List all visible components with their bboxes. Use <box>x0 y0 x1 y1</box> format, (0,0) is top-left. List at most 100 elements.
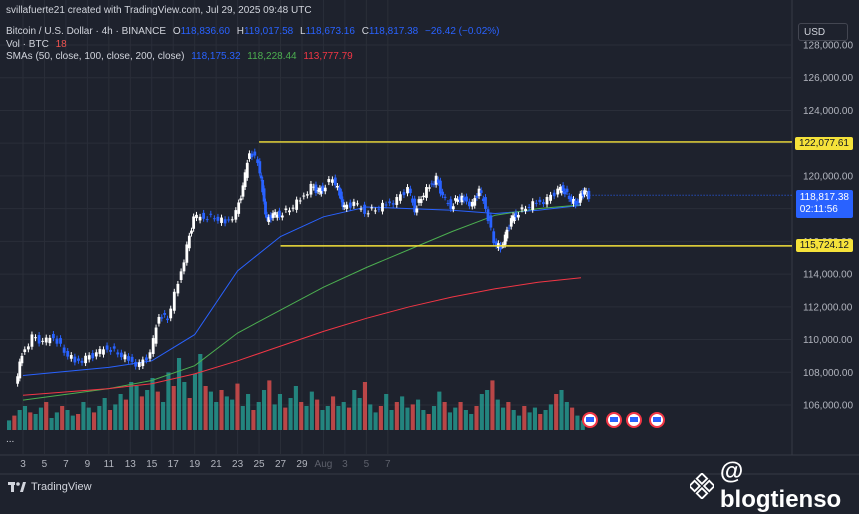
volume-bar <box>224 396 229 430</box>
sma-legend: SMAs (50, close, 100, close, 200, close)… <box>6 51 357 62</box>
candle-body <box>538 199 542 203</box>
volume-bar <box>187 398 192 430</box>
candle-body <box>505 229 509 239</box>
candle-body <box>381 202 384 212</box>
candle-body <box>182 262 186 272</box>
volume-bar <box>22 406 28 430</box>
volume-bar <box>384 394 389 430</box>
candle-body <box>34 337 37 339</box>
volume-bar <box>532 407 537 430</box>
candle-body <box>513 216 516 221</box>
candle-body <box>475 195 479 198</box>
open-value: 118,836.60 <box>180 26 230 37</box>
candle-body <box>422 195 426 198</box>
candle-body <box>352 201 356 206</box>
volume-bar <box>548 404 553 430</box>
time-tick: 21 <box>211 459 223 470</box>
volume-label: Vol · BTC <box>6 39 49 50</box>
candle-body <box>580 193 584 198</box>
sma-lines <box>22 204 582 401</box>
candle-body <box>443 196 447 198</box>
volume-bar <box>437 391 442 430</box>
time-tick: 23 <box>232 459 244 470</box>
support-label: 115,724.12 <box>795 239 853 252</box>
volume-bar <box>192 374 198 430</box>
time-tick: 5 <box>42 459 48 470</box>
volume-bar <box>246 394 251 430</box>
volume-bar <box>240 406 245 430</box>
more-indicators[interactable]: ... <box>6 434 18 445</box>
credit-text: svillafuerte21 created with TradingView.… <box>6 5 312 16</box>
high-label: H <box>236 26 244 37</box>
candle-body <box>318 188 322 192</box>
horizontal-levels <box>259 141 792 247</box>
high-value: 119,017.58 <box>243 26 294 37</box>
price-tick: 110,000.00 <box>803 335 853 346</box>
candle-body <box>336 185 339 188</box>
candle-body <box>509 218 513 227</box>
volume-bar <box>17 410 22 430</box>
volume-bar <box>86 407 91 430</box>
volume-bar <box>368 404 373 430</box>
candle-body <box>484 197 487 209</box>
open-label: O <box>172 26 181 37</box>
candle-body <box>366 213 370 215</box>
candle-body <box>234 210 238 220</box>
volume-bar <box>373 412 378 430</box>
currency-button[interactable]: USD <box>798 23 848 41</box>
candle-body <box>154 327 158 344</box>
candle-body <box>531 201 535 210</box>
candles <box>16 148 591 387</box>
volume-bar <box>447 412 453 430</box>
time-tick: 13 <box>125 459 137 470</box>
tradingview-logo[interactable]: TradingView <box>8 481 92 493</box>
candle-body <box>73 356 77 363</box>
volume-bar <box>426 414 431 430</box>
candle-body <box>321 185 325 191</box>
candle-body <box>460 195 464 203</box>
candle-body <box>66 351 70 357</box>
support-value: 115,724.12 <box>799 240 849 251</box>
candle-body <box>18 361 22 379</box>
ohlc-line: Bitcoin / U.S. Dollar · 4h · BINANCE O11… <box>6 26 504 37</box>
time-tick: 15 <box>146 459 158 470</box>
candle-body <box>243 172 247 188</box>
candle-body <box>116 352 120 355</box>
candle-body <box>411 198 414 203</box>
volume-bar <box>405 407 410 430</box>
candle-body <box>565 188 569 193</box>
credit-line: svillafuerte21 created with TradingView.… <box>6 5 316 16</box>
candle-body <box>556 188 560 195</box>
volume-bar <box>203 386 208 430</box>
grid <box>0 0 859 475</box>
candle-body <box>479 190 483 194</box>
volume-bar <box>394 402 399 430</box>
price-chart[interactable]: 106,000.00 108,000.00 110,000.00 112,000.00… <box>0 0 859 500</box>
volume-bar <box>230 399 235 430</box>
candle-body <box>569 197 573 202</box>
volume-bar <box>516 415 522 430</box>
candle-body <box>489 215 493 228</box>
volume-bar <box>150 378 155 430</box>
candle-body <box>69 355 73 359</box>
candle-body <box>62 347 66 353</box>
candle-body <box>52 333 55 339</box>
candle-body <box>288 210 291 213</box>
candle-body <box>331 179 334 183</box>
candle-body <box>119 352 123 358</box>
candle-body <box>473 198 477 206</box>
sma100-value: 118,228.44 <box>247 51 297 62</box>
price-tick: 128,000.00 <box>803 41 853 52</box>
candle-body <box>109 350 113 352</box>
volume-bar <box>38 407 43 430</box>
price-tick: 108,000.00 <box>803 368 853 379</box>
change-value: −26.42 (−0.02%) <box>425 26 500 37</box>
candle-body <box>141 359 145 367</box>
close-label: C <box>361 26 369 37</box>
more-dots[interactable]: ... <box>6 434 15 445</box>
volume-bar <box>458 402 463 430</box>
volume-bar <box>97 406 102 430</box>
candle-body <box>583 190 586 195</box>
last-price-value: 118,817.38 <box>799 192 849 203</box>
candle-body <box>179 271 183 280</box>
